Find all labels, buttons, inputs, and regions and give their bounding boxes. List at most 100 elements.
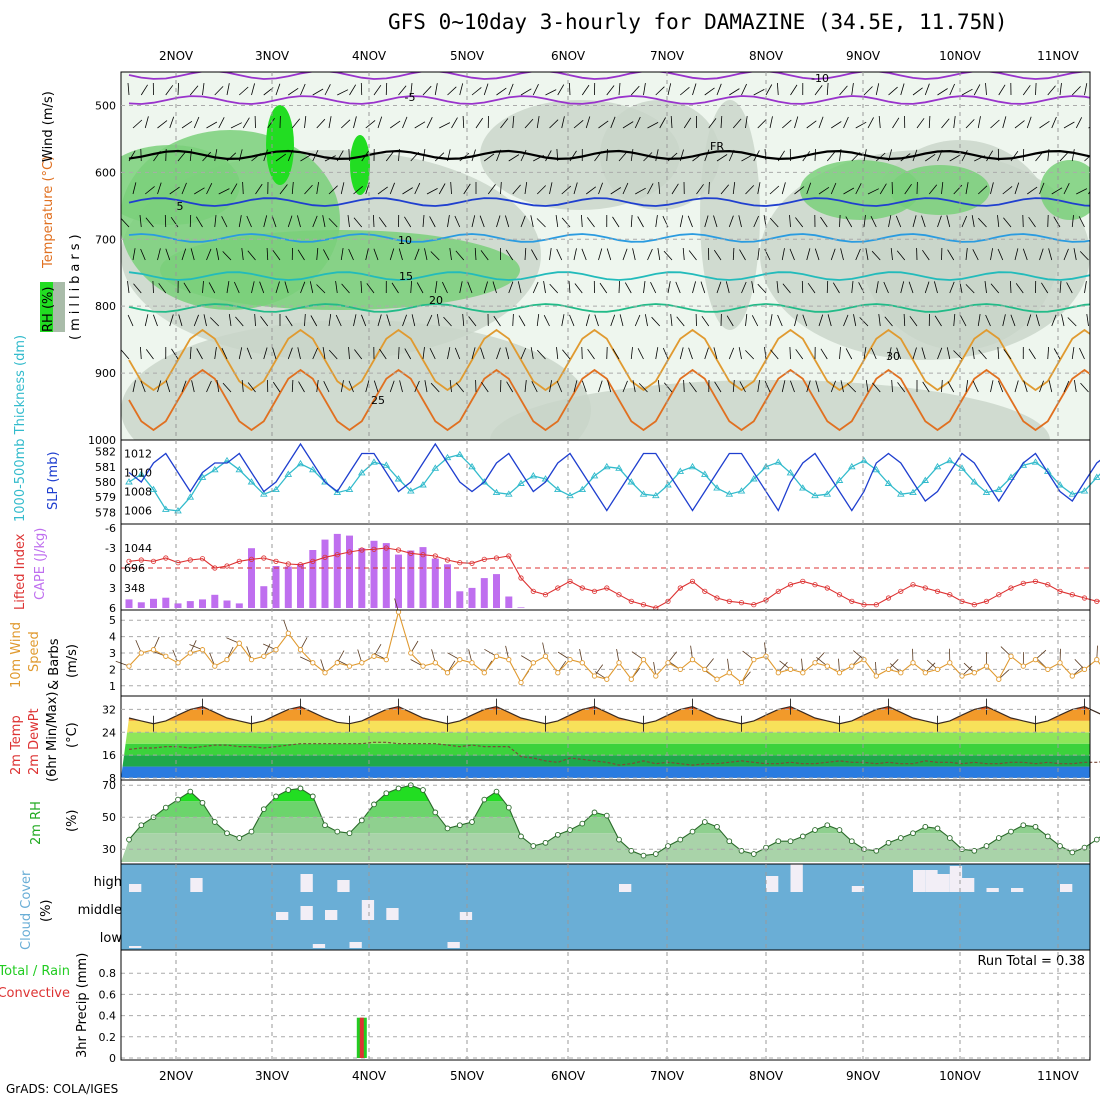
wind-barb xyxy=(840,248,844,261)
cape-tick: 1044 xyxy=(124,542,152,555)
rh-grey-shade xyxy=(121,320,591,440)
wind-barb xyxy=(121,349,130,360)
isotherm-line xyxy=(128,197,1090,207)
wind-barb xyxy=(704,87,715,96)
wind-barb xyxy=(300,83,306,96)
cape-bar xyxy=(456,591,464,608)
wind-barb xyxy=(586,186,597,195)
wind-barb xyxy=(312,347,318,360)
wind-barb xyxy=(532,84,539,96)
wind-barb xyxy=(424,380,428,393)
wind-barb xyxy=(189,85,199,96)
wind-tick: 2 xyxy=(109,663,116,676)
wind-speed-point xyxy=(346,663,353,669)
wind-barb xyxy=(934,281,938,294)
wind-barb xyxy=(267,117,275,129)
cape-bar xyxy=(137,602,145,608)
wind-barb xyxy=(679,149,684,162)
wind-barb xyxy=(634,314,641,327)
wind-barb xyxy=(764,347,767,360)
wind-barb xyxy=(181,380,187,393)
wind-barb xyxy=(908,281,914,294)
wind-barbs xyxy=(121,82,1090,393)
wind-barb xyxy=(953,350,963,360)
wind-speed-point xyxy=(861,656,867,663)
wind-barb xyxy=(794,186,805,195)
wind-barb xyxy=(655,86,665,96)
cloud-cover-label: Cloud Cover xyxy=(19,870,34,950)
cloud-bar xyxy=(790,864,803,892)
wind-barb xyxy=(1051,116,1057,129)
rh-point xyxy=(383,790,390,797)
wind-barb xyxy=(618,151,628,162)
isotherm-lines xyxy=(128,72,1090,432)
wind-speed-point xyxy=(371,653,377,659)
temp-band xyxy=(121,755,1090,767)
wind-barb xyxy=(990,119,1000,129)
thickness-line-point xyxy=(394,475,403,482)
rh-green-shade xyxy=(160,230,520,310)
wind-speed-point xyxy=(996,676,1002,682)
wind-barb xyxy=(997,215,1000,228)
wind-barb xyxy=(651,316,661,327)
wind-speed-point xyxy=(138,650,144,656)
wind-barb xyxy=(275,153,287,162)
wind-barb xyxy=(447,149,451,162)
wind-barb xyxy=(655,215,658,228)
wind-barb xyxy=(152,280,154,294)
wind-barb xyxy=(474,247,477,261)
wind-barb xyxy=(518,315,526,327)
temperature-label: Temperature (°C) xyxy=(41,156,56,269)
cape-bar xyxy=(260,586,268,608)
wind-barb xyxy=(556,380,563,393)
rh-point xyxy=(995,835,1002,841)
wind-barb xyxy=(569,150,577,162)
wind-barb xyxy=(140,380,146,393)
cape-bar xyxy=(235,603,243,608)
wind-barb xyxy=(978,349,987,360)
li-point xyxy=(1045,582,1051,588)
wind-barb xyxy=(442,281,448,294)
wind-barb xyxy=(912,149,918,162)
wind-barb xyxy=(524,380,527,393)
wind-barb xyxy=(1079,251,1089,261)
cloud-unit-label: (%) xyxy=(39,900,54,923)
wind-barb xyxy=(533,155,544,162)
wind-barb xyxy=(434,83,438,96)
wind-barb xyxy=(373,248,379,261)
wind-barb xyxy=(181,182,187,195)
wind-barb xyxy=(291,181,294,195)
wind-barb xyxy=(471,215,476,228)
wind-barb xyxy=(492,281,497,294)
wind-barb xyxy=(285,315,293,327)
wind-barb xyxy=(632,380,636,393)
wind-speed-point xyxy=(163,653,169,659)
wind-barb xyxy=(531,249,538,261)
wind-barb xyxy=(985,82,987,96)
wind-barb xyxy=(1041,282,1049,294)
wind-barb xyxy=(973,84,981,96)
wind-barb xyxy=(573,380,578,393)
wind-barb xyxy=(753,150,760,162)
wind-barb xyxy=(757,248,760,261)
wind-barb xyxy=(953,313,956,327)
rh-point xyxy=(444,825,451,832)
cape-bar xyxy=(272,566,280,608)
wind-speed-point xyxy=(212,663,218,669)
wind-barb xyxy=(287,149,294,162)
cape-bar xyxy=(150,598,157,608)
thickness-line-point xyxy=(468,462,476,470)
wind-barb xyxy=(1063,183,1070,195)
wind-speed-point xyxy=(677,666,683,673)
wind-barb xyxy=(275,281,280,294)
wind-barb xyxy=(202,280,204,294)
wind-barb xyxy=(133,283,142,294)
li-point xyxy=(885,595,892,601)
wind-barb xyxy=(782,283,791,294)
wind-speed-point xyxy=(1045,666,1051,673)
thickness-line-point xyxy=(345,485,354,493)
wind-barb xyxy=(242,181,244,195)
cape-bar xyxy=(174,603,182,608)
rh-point xyxy=(224,830,230,837)
thickness-line-point xyxy=(149,485,158,493)
